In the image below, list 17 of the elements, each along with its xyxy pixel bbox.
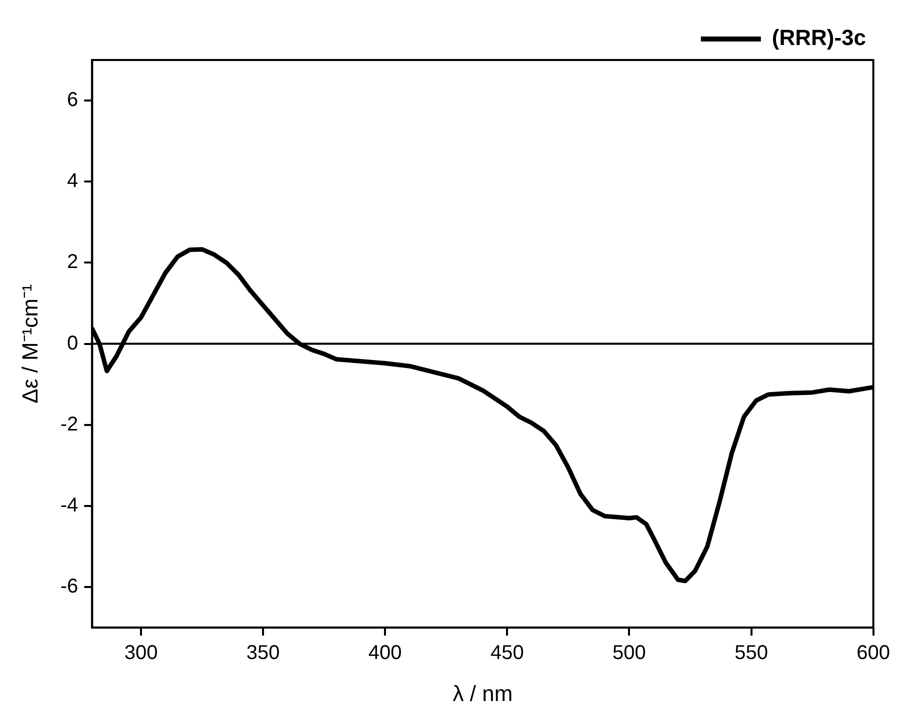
x-tick-label: 300 — [124, 642, 158, 664]
y-tick-label: -4 — [60, 494, 78, 516]
x-axis-title: λ / nm — [452, 680, 513, 706]
x-tick-label: 600 — [856, 642, 890, 664]
x-tick-label: 400 — [368, 642, 402, 664]
y-tick-label: -2 — [60, 413, 78, 436]
x-tick-label: 500 — [612, 642, 646, 664]
x-tick-label: 450 — [490, 642, 524, 664]
y-tick-label: 0 — [67, 332, 78, 354]
y-tick-label: -6 — [60, 576, 78, 598]
y-tick-label: 2 — [67, 251, 78, 274]
y-tick-label: 4 — [67, 170, 78, 192]
x-tick-label: 550 — [734, 642, 768, 664]
y-axis-title: Δε / M⁻¹cm⁻¹ — [17, 284, 42, 404]
x-tick-label: 350 — [246, 642, 280, 664]
legend-label: (RRR)-3c — [772, 25, 866, 50]
y-tick-label: 6 — [67, 89, 78, 112]
